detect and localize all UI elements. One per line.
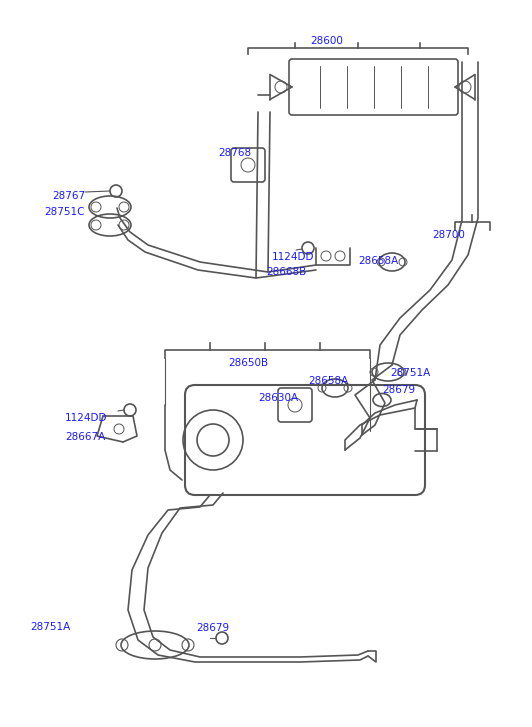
Text: 28650B: 28650B (228, 358, 268, 368)
Text: 28667A: 28667A (65, 432, 105, 442)
Text: 1124DD: 1124DD (65, 413, 107, 423)
Text: 28668B: 28668B (266, 267, 306, 277)
Text: 28679: 28679 (382, 385, 415, 395)
Text: 1124DD: 1124DD (272, 252, 314, 262)
Text: 28658A: 28658A (358, 256, 398, 266)
Text: 28600: 28600 (310, 36, 343, 46)
Text: 28700: 28700 (432, 230, 465, 240)
Text: 28767: 28767 (52, 191, 85, 201)
Text: 28658A: 28658A (308, 376, 348, 386)
Text: 28630A: 28630A (258, 393, 298, 403)
Text: 28679: 28679 (196, 623, 229, 633)
Text: 28751A: 28751A (30, 622, 70, 632)
Text: 28751C: 28751C (44, 207, 85, 217)
Text: 28751A: 28751A (390, 368, 430, 378)
Text: 28768: 28768 (218, 148, 251, 158)
